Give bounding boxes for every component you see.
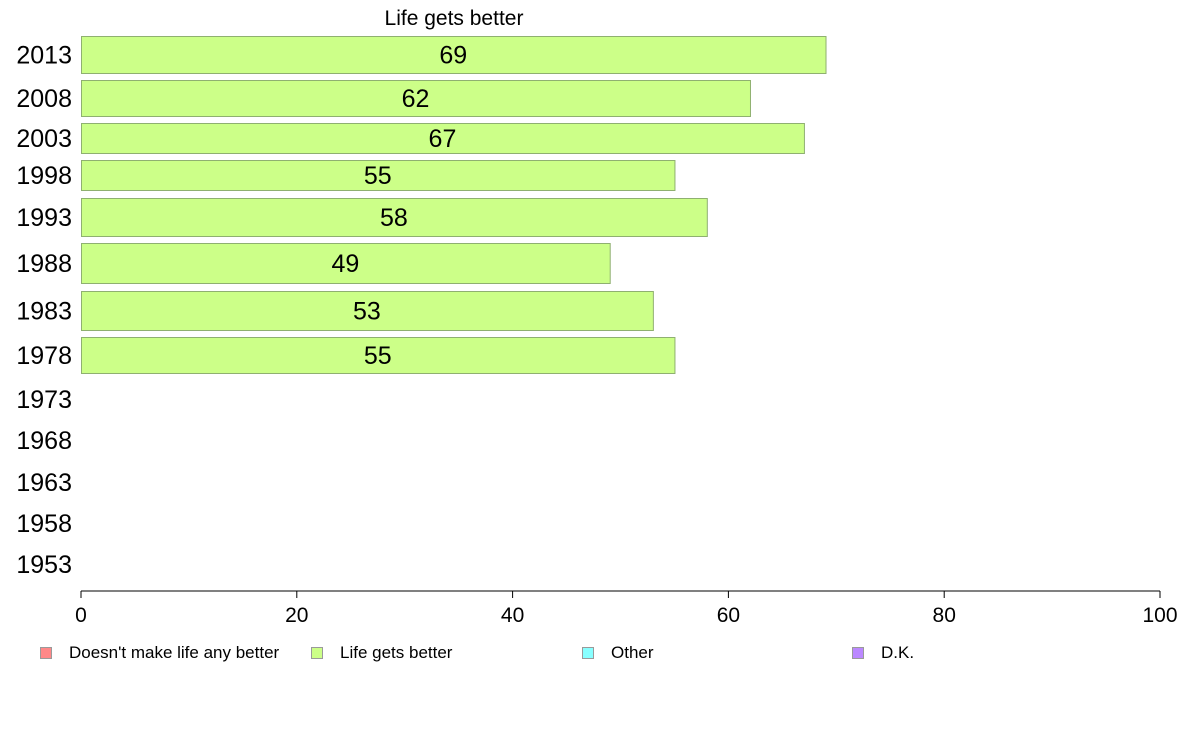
x-tick-label: 100	[1142, 604, 1177, 627]
y-tick-label: 1988	[16, 250, 72, 278]
y-axis-labels: 2013 2008 2003 1998 1993 1988 1983 1978 1973 1968…	[16, 42, 72, 580]
bars-layer: 69 62 67 55 58 49 53 55	[81, 36, 827, 374]
y-tick-label: 1973	[16, 386, 72, 414]
bar	[81, 80, 751, 117]
legend-label: Other	[611, 643, 654, 662]
x-tick-label: 40	[501, 604, 524, 627]
y-tick-label: 1998	[16, 162, 72, 190]
legend-swatch	[582, 647, 594, 659]
bar-value-label: 49	[331, 250, 359, 278]
bar	[81, 36, 827, 74]
y-tick-label: 1963	[16, 469, 72, 497]
legend-item: Life gets better	[311, 643, 452, 663]
bar	[81, 291, 654, 331]
bar	[81, 243, 611, 284]
bar-value-label: 67	[429, 125, 457, 153]
legend-item: Other	[582, 643, 654, 663]
bar-value-label: 62	[402, 85, 430, 113]
y-tick-label: 1968	[16, 427, 72, 455]
x-tick-label: 80	[933, 604, 956, 627]
bar-value-label: 55	[364, 342, 392, 370]
bar	[81, 160, 676, 191]
chart-title: Life gets better	[385, 7, 524, 30]
bar-value-label: 53	[353, 298, 381, 326]
y-tick-label: 1953	[16, 551, 72, 579]
y-tick-label: 1993	[16, 204, 72, 232]
x-tick-label: 20	[285, 604, 308, 627]
legend-item: D.K.	[852, 643, 914, 663]
legend: Doesn't make life any better Life gets be…	[0, 643, 1188, 667]
legend-swatch	[311, 647, 323, 659]
bar	[81, 337, 676, 374]
bar	[81, 123, 805, 154]
y-tick-label: 1983	[16, 298, 72, 326]
bar-value-label: 55	[364, 162, 392, 190]
y-tick-label: 2013	[16, 42, 72, 70]
x-axis-ticks: 0 20 40 60 80 100	[75, 591, 1178, 627]
bar-value-label: 58	[380, 204, 408, 232]
bar-value-label: 69	[439, 42, 467, 70]
y-tick-label: 1958	[16, 510, 72, 538]
legend-label: Life gets better	[340, 643, 453, 662]
legend-item: Doesn't make life any better	[40, 643, 279, 663]
x-tick-label: 0	[75, 604, 87, 627]
legend-label: D.K.	[881, 643, 915, 662]
legend-label: Doesn't make life any better	[69, 643, 280, 662]
x-tick-label: 60	[717, 604, 740, 627]
y-tick-label: 2008	[16, 85, 72, 113]
legend-swatch	[40, 647, 52, 659]
y-tick-label: 1978	[16, 342, 72, 370]
bar	[81, 198, 708, 237]
y-tick-label: 2003	[16, 125, 72, 153]
legend-swatch	[852, 647, 864, 659]
